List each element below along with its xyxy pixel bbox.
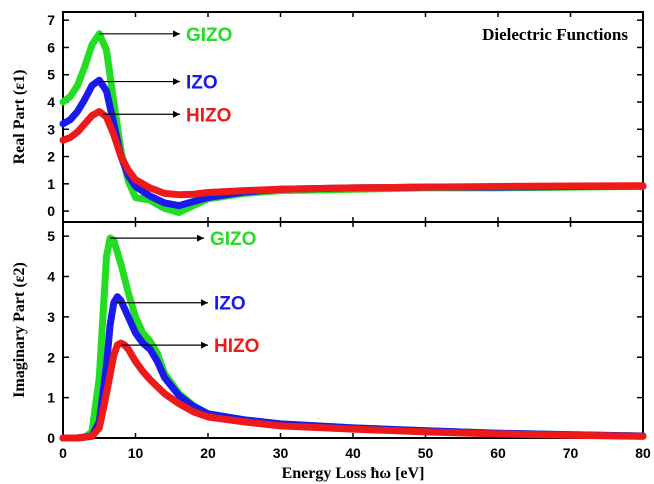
top-y-axis-title: Real Part (ε1)	[11, 70, 28, 165]
top-y-tick-label-4: 4	[47, 94, 55, 110]
bottom-y-tick-label-3: 3	[47, 309, 55, 325]
bottom-izo-label: IZO	[214, 294, 246, 315]
top-y-tick-label-2: 2	[47, 149, 55, 165]
top-series-hizo	[59, 108, 647, 199]
x-axis-title: Energy Loss ħω [eV]	[282, 465, 425, 482]
x-tick-label-60: 60	[490, 445, 506, 461]
bottom-y-tick-label-2: 2	[47, 349, 55, 365]
x-tick-label-20: 20	[200, 445, 216, 461]
bottom-series-izo	[59, 293, 647, 442]
top-y-tick-label-5: 5	[47, 67, 55, 83]
top-hizo-label: HIZO	[186, 105, 231, 126]
series-layer	[59, 30, 647, 442]
bottom-hizo-label: HIZO	[214, 336, 259, 357]
x-tick-label-30: 30	[273, 445, 289, 461]
x-tick-label-0: 0	[59, 445, 67, 461]
top-y-tick-label-3: 3	[47, 121, 55, 137]
x-tick-label-80: 80	[635, 445, 651, 461]
top-y-tick-label-6: 6	[47, 39, 55, 55]
annotation-layer: GIZO IZO HIZO GIZO IZO HIZO	[99, 25, 259, 357]
top-gizo-arrow-head	[173, 30, 180, 38]
x-tick-label-40: 40	[345, 445, 361, 461]
bottom-y-tick-label-1: 1	[47, 390, 55, 406]
bottom-y-tick-label-5: 5	[47, 228, 55, 244]
top-y-tick-label-0: 0	[47, 203, 55, 219]
bottom-panel-frame	[62, 221, 644, 439]
top-y-tick-label-1: 1	[47, 176, 55, 192]
bottom-y-tick-label-0: 0	[47, 430, 55, 446]
bottom-series-gizo	[59, 234, 647, 442]
bottom-izo-arrow-head	[201, 299, 208, 307]
bottom-hizo-arrow-head	[201, 341, 208, 349]
top-hizo-arrow-head	[173, 110, 180, 118]
x-tick-label-10: 10	[128, 445, 144, 461]
x-tick-label-50: 50	[418, 445, 434, 461]
bottom-y-axis-title: Imaginary Part (ε2)	[11, 262, 28, 398]
top-izo-arrow-head	[173, 78, 180, 86]
bottom-gizo-label: GIZO	[210, 229, 256, 250]
top-gizo-label: GIZO	[186, 25, 232, 46]
x-tick-label-70: 70	[563, 445, 579, 461]
chart-title: Dielectric Functions	[482, 25, 628, 44]
top-y-tick-label-7: 7	[47, 12, 55, 28]
top-izo-label: IZO	[186, 73, 218, 94]
bottom-y-tick-label-4: 4	[47, 269, 55, 285]
bottom-series-hizo	[59, 339, 647, 442]
bottom-gizo-arrow-head	[197, 234, 204, 242]
